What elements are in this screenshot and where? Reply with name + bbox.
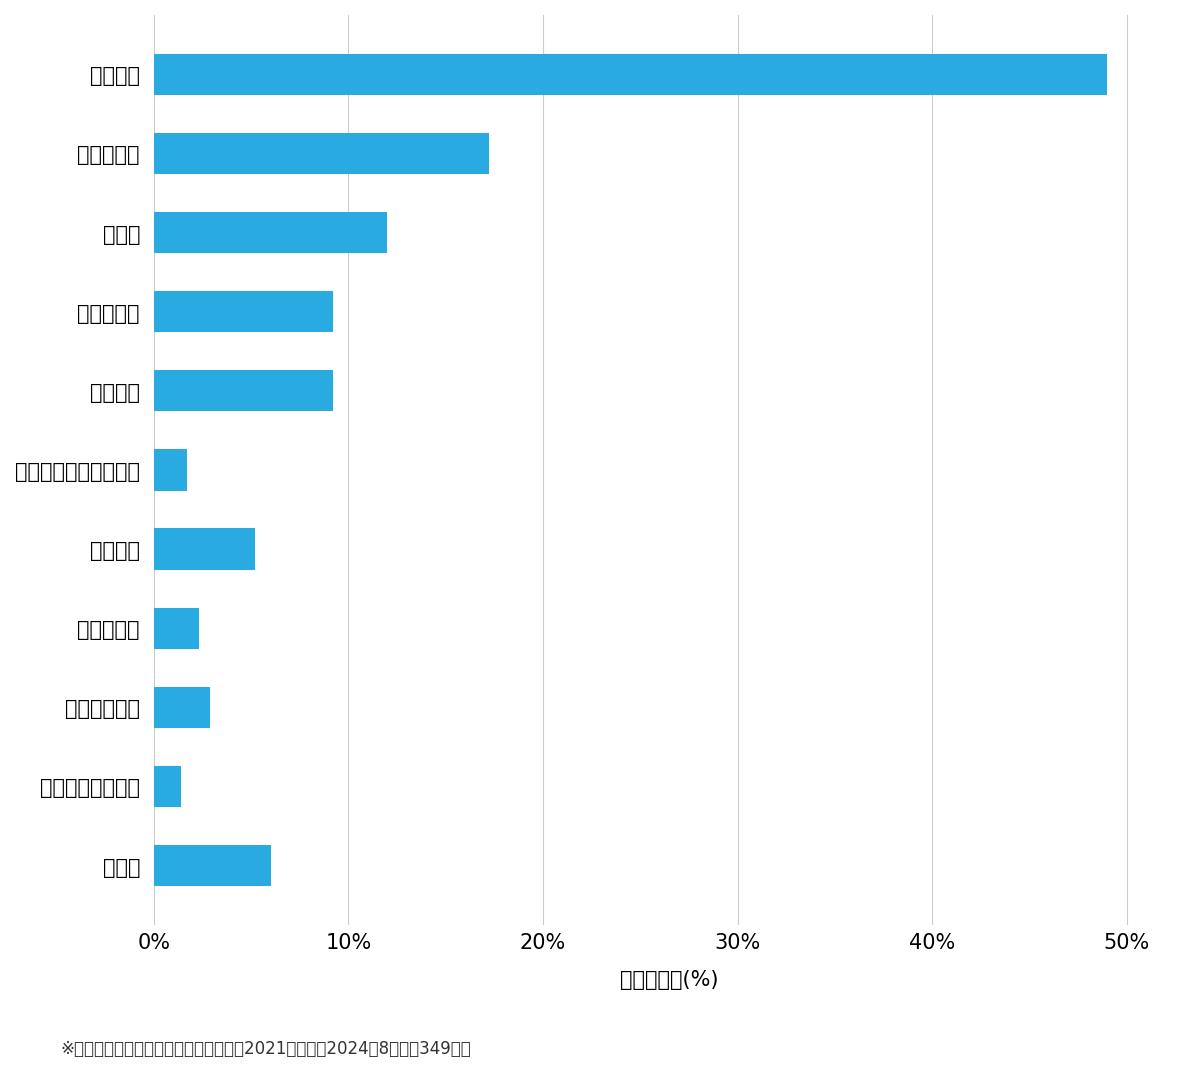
X-axis label: 件数の割合(%): 件数の割合(%)	[620, 970, 719, 990]
Text: ※弊社受付の案件を対象に集計（期間：2021年１月〜2024年8月、計349件）: ※弊社受付の案件を対象に集計（期間：2021年１月〜2024年8月、計349件）	[60, 1040, 470, 1058]
Bar	[154, 133, 488, 174]
Bar	[154, 686, 210, 728]
Bar	[154, 765, 181, 807]
Bar	[154, 607, 199, 649]
Bar	[154, 528, 256, 570]
Bar	[154, 845, 271, 886]
Bar	[154, 370, 332, 412]
Bar	[154, 449, 187, 491]
Bar	[154, 53, 1108, 95]
Bar	[154, 212, 388, 253]
Bar	[154, 291, 332, 332]
